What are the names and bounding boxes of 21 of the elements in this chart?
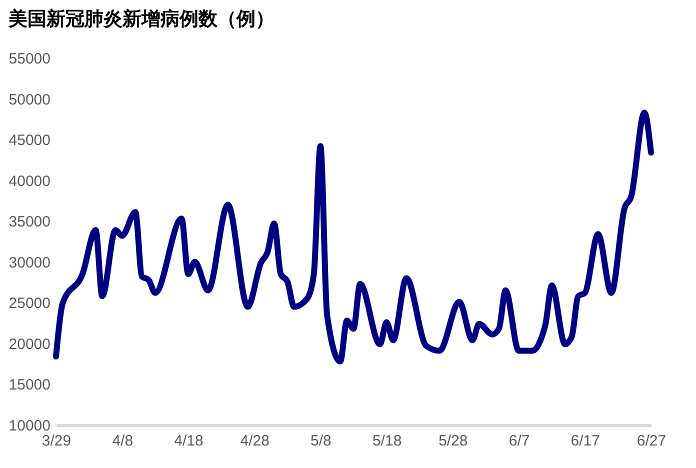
y-tick-label: 55000 [8, 50, 50, 68]
x-tick-label: 6/27 [636, 432, 666, 450]
y-tick-label: 20000 [8, 336, 50, 353]
y-tick-label: 50000 [8, 91, 50, 108]
y-tick-label: 40000 [8, 172, 50, 190]
y-tick-label: 45000 [8, 132, 50, 150]
x-tick-label: 5/8 [310, 432, 332, 450]
x-tick-label: 6/7 [508, 432, 530, 450]
y-tick-label: 35000 [8, 214, 50, 231]
chart-title: 美国新冠肺炎新增病例数（例） [7, 8, 274, 30]
y-tick-label: 25000 [8, 295, 50, 312]
x-tick-label: 5/28 [438, 432, 468, 450]
x-tick-label: 5/18 [372, 432, 402, 450]
x-tick-label: 6/17 [570, 432, 600, 450]
y-tick-label: 10000 [8, 418, 50, 434]
x-tick-label: 4/28 [240, 432, 270, 450]
x-tick-label: 3/29 [42, 432, 72, 450]
x-tick-label: 4/18 [174, 432, 204, 450]
y-tick-label: 30000 [8, 254, 50, 272]
y-tick-label: 15000 [8, 376, 50, 394]
x-tick-label: 4/8 [112, 432, 134, 450]
